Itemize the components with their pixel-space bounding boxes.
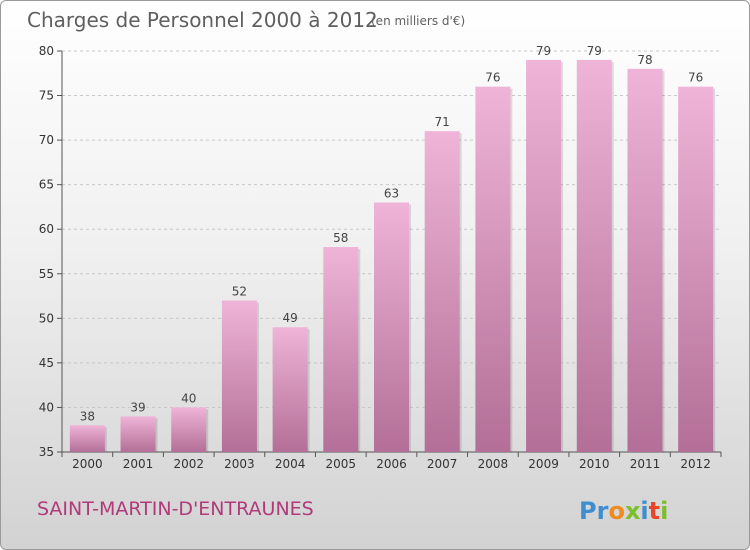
commune-name: SAINT-MARTIN-D'ENTRAUNES xyxy=(37,498,314,520)
logo-letter-x: x xyxy=(625,497,641,525)
axis-layer: 35 40 45 50 55 60 65 70 75 80 2000 2001 2002 2003 2004… xyxy=(39,44,722,471)
logo-letter-i2: i xyxy=(660,497,668,525)
x-tick-label: 2011 xyxy=(630,457,661,471)
bar-value-label: 76 xyxy=(485,71,500,85)
bar xyxy=(526,59,562,453)
bar xyxy=(221,300,257,452)
x-tick-label: 2010 xyxy=(579,457,610,471)
x-tick-label: 2004 xyxy=(275,457,306,471)
x-tick-label: 2001 xyxy=(123,457,154,471)
bar-value-label: 71 xyxy=(435,115,450,129)
bar xyxy=(678,86,714,453)
bar xyxy=(374,202,409,452)
y-tick-label: 75 xyxy=(39,89,54,103)
x-tick-label: 2005 xyxy=(326,457,357,471)
logo-letter-r: r xyxy=(597,497,609,525)
bar-value-label: 79 xyxy=(587,44,602,58)
x-tick-label: 2003 xyxy=(224,457,255,471)
y-tick-label: 50 xyxy=(39,311,54,325)
bar-value-label: 63 xyxy=(384,186,399,200)
bar xyxy=(475,86,511,453)
y-tick-label: 40 xyxy=(39,400,54,414)
label-layer: 38 39 40 52 49 58 63 71 76 79 79 78 76 xyxy=(80,44,704,423)
y-tick-label: 55 xyxy=(39,267,54,281)
chart-title: Charges de Personnel 2000 à 2012 xyxy=(27,8,378,32)
bar-value-label: 52 xyxy=(232,285,247,299)
bar-value-label: 49 xyxy=(282,311,297,325)
y-tick-label: 65 xyxy=(39,178,54,192)
bar xyxy=(576,59,612,453)
bar xyxy=(424,131,460,452)
x-tick-label: 2002 xyxy=(173,457,204,471)
x-tick-label: 2007 xyxy=(427,457,458,471)
bar xyxy=(120,416,156,452)
y-tick-label: 70 xyxy=(39,133,54,147)
logo-letter-p: P xyxy=(579,497,597,525)
x-tick-label: 2000 xyxy=(72,457,103,471)
bar-value-label: 40 xyxy=(181,391,196,405)
bar-value-label: 58 xyxy=(333,231,348,245)
x-tick-label: 2006 xyxy=(376,457,407,471)
x-tick-label: 2009 xyxy=(528,457,559,471)
proxiti-logo: Proxiti xyxy=(579,497,668,525)
bar xyxy=(69,425,105,452)
bar xyxy=(272,327,308,452)
bar-value-label: 39 xyxy=(130,400,145,414)
y-tick-label: 80 xyxy=(39,44,54,58)
bar-value-label: 76 xyxy=(688,71,703,85)
logo-letter-o: o xyxy=(608,497,625,525)
bar xyxy=(627,68,663,453)
bar xyxy=(171,407,207,452)
y-tick-label: 60 xyxy=(39,222,54,236)
y-tick-label: 45 xyxy=(39,356,54,370)
bar-value-label: 79 xyxy=(536,44,551,58)
x-tick-label: 2008 xyxy=(478,457,509,471)
y-tick-label: 35 xyxy=(39,445,54,459)
bar-layer xyxy=(69,59,716,453)
x-tick-label: 2012 xyxy=(680,457,711,471)
bar xyxy=(323,247,359,452)
bar-value-label: 38 xyxy=(80,409,95,423)
bar-value-label: 78 xyxy=(637,53,652,67)
logo-letter-i: i xyxy=(640,497,648,525)
chart-unit: (en milliers d'€) xyxy=(371,14,465,28)
logo-letter-t: t xyxy=(649,497,660,525)
